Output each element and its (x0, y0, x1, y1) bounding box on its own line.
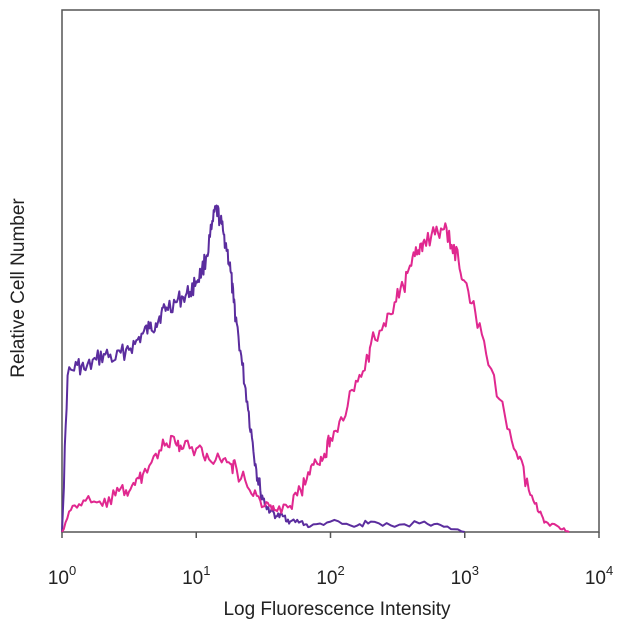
series-line-2 (61, 222, 570, 533)
series-layer (61, 204, 570, 533)
series-line-1 (61, 204, 465, 533)
x-tick-label: 101 (182, 563, 210, 589)
x-tick-label: 102 (316, 563, 344, 589)
x-ticks: 100 101 102 103 104 (48, 532, 613, 589)
x-axis-label: Log Fluorescence Intensity (223, 599, 451, 620)
x-tick-label: 103 (451, 563, 479, 589)
y-axis-label: Relative Cell Number (8, 198, 29, 378)
x-tick-label: 104 (585, 563, 613, 589)
x-tick-label: 100 (48, 563, 76, 589)
plot-frame (61, 9, 600, 533)
